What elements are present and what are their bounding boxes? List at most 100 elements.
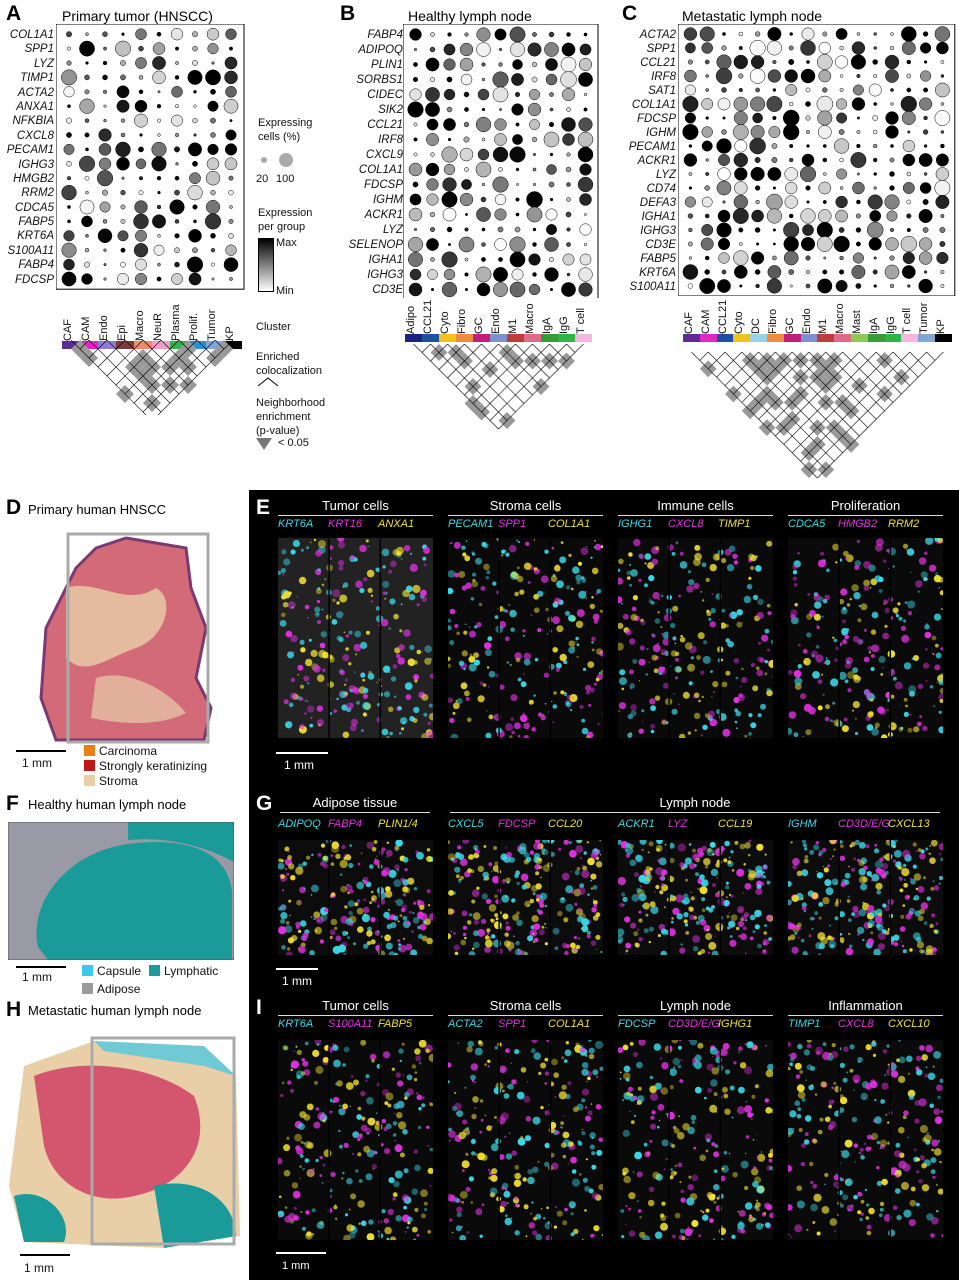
signal-spot bbox=[648, 940, 651, 944]
cluster-color-bar bbox=[867, 334, 885, 342]
signal-spot bbox=[454, 623, 459, 629]
signal-spot bbox=[323, 1149, 332, 1158]
signal-spot bbox=[738, 1221, 744, 1226]
signal-spot bbox=[382, 580, 390, 589]
signal-spot bbox=[711, 1067, 719, 1075]
cluster-label: CAF bbox=[62, 319, 74, 341]
signal-spot bbox=[866, 1230, 872, 1236]
signal-spot bbox=[601, 1234, 603, 1236]
signal-spot bbox=[413, 568, 416, 571]
signal-spot bbox=[381, 619, 389, 627]
coloc-line bbox=[808, 352, 927, 470]
signal-spot bbox=[931, 1217, 939, 1225]
signal-spot bbox=[333, 1059, 341, 1068]
signal-spot bbox=[286, 951, 293, 955]
signal-spot bbox=[540, 876, 542, 879]
signal-spot bbox=[490, 918, 494, 922]
dot bbox=[532, 182, 537, 187]
dot bbox=[446, 226, 453, 233]
signal-spot bbox=[938, 1140, 940, 1143]
signal-spot bbox=[705, 1149, 709, 1153]
signal-spot bbox=[396, 868, 400, 872]
dot bbox=[704, 213, 710, 219]
signal-spot bbox=[800, 938, 805, 943]
signal-spot bbox=[538, 929, 545, 936]
signal-spot bbox=[563, 840, 569, 845]
signal-spot bbox=[514, 591, 519, 597]
signal-spot bbox=[711, 950, 719, 955]
signal-spot bbox=[290, 875, 296, 881]
signal-spot bbox=[741, 914, 748, 922]
signal-spot bbox=[864, 1188, 868, 1192]
signal-spot bbox=[376, 1112, 378, 1114]
signal-spot bbox=[844, 634, 849, 640]
signal-spot bbox=[884, 1074, 887, 1077]
signal-spot bbox=[406, 1074, 413, 1081]
signal-spot bbox=[822, 693, 825, 696]
dot bbox=[890, 88, 894, 92]
dot bbox=[579, 253, 592, 266]
signal-spot bbox=[738, 694, 745, 702]
signal-spot bbox=[578, 937, 581, 940]
signal-spot bbox=[311, 1208, 316, 1213]
signal-spot bbox=[844, 1178, 853, 1187]
signal-spot bbox=[643, 1142, 648, 1147]
signal-spot bbox=[461, 650, 468, 657]
signal-spot bbox=[938, 1121, 941, 1123]
signal-spot bbox=[654, 618, 661, 624]
dot bbox=[492, 146, 509, 163]
signal-spot bbox=[854, 565, 860, 570]
signal-spot bbox=[798, 1127, 803, 1133]
signal-spot bbox=[582, 1177, 588, 1183]
signal-spot bbox=[577, 1140, 581, 1144]
cluster-color-bar bbox=[800, 334, 818, 342]
signal-spot bbox=[329, 557, 333, 560]
signal-spot bbox=[471, 551, 474, 554]
channel-label: FDCSP bbox=[498, 818, 536, 830]
signal-spot bbox=[400, 558, 403, 561]
signal-spot bbox=[881, 863, 889, 870]
signal-spot bbox=[421, 651, 423, 653]
signal-spot bbox=[425, 1048, 430, 1053]
signal-spot bbox=[906, 548, 915, 556]
signal-spot bbox=[310, 649, 318, 657]
signal-spot bbox=[898, 1075, 906, 1083]
legend-swatch bbox=[84, 775, 95, 786]
signal-spot bbox=[589, 687, 595, 693]
signal-spot bbox=[335, 853, 341, 859]
signal-spot bbox=[852, 635, 860, 643]
signal-spot bbox=[467, 717, 472, 723]
cluster-color-bar bbox=[851, 334, 868, 342]
dot bbox=[192, 45, 198, 52]
signal-spot bbox=[460, 876, 464, 880]
signal-spot bbox=[813, 613, 821, 621]
dot bbox=[532, 272, 537, 277]
signal-spot bbox=[461, 910, 468, 917]
signal-spot bbox=[547, 711, 550, 713]
signal-spot bbox=[694, 544, 701, 551]
signal-spot bbox=[848, 865, 850, 868]
dot bbox=[61, 242, 77, 258]
signal-spot bbox=[513, 935, 515, 937]
signal-spot bbox=[854, 560, 862, 567]
dot bbox=[464, 257, 469, 262]
signal-spot bbox=[618, 702, 626, 710]
signal-spot bbox=[801, 902, 807, 908]
dot bbox=[224, 143, 238, 156]
signal-spot bbox=[626, 1091, 631, 1096]
dot bbox=[425, 87, 440, 102]
signal-spot bbox=[523, 1204, 529, 1210]
signal-spot bbox=[689, 1040, 698, 1046]
dot bbox=[583, 242, 588, 247]
signal-spot bbox=[381, 728, 389, 736]
dot bbox=[210, 233, 216, 239]
dot bbox=[838, 227, 845, 233]
signal-spot bbox=[671, 708, 678, 715]
signal-spot bbox=[885, 930, 890, 935]
dot bbox=[886, 210, 898, 222]
signal-spot bbox=[470, 1201, 474, 1204]
signal-spot bbox=[702, 599, 705, 602]
legend-swatch bbox=[82, 983, 93, 994]
signal-spot bbox=[702, 1088, 704, 1090]
coloc-line bbox=[447, 344, 482, 379]
